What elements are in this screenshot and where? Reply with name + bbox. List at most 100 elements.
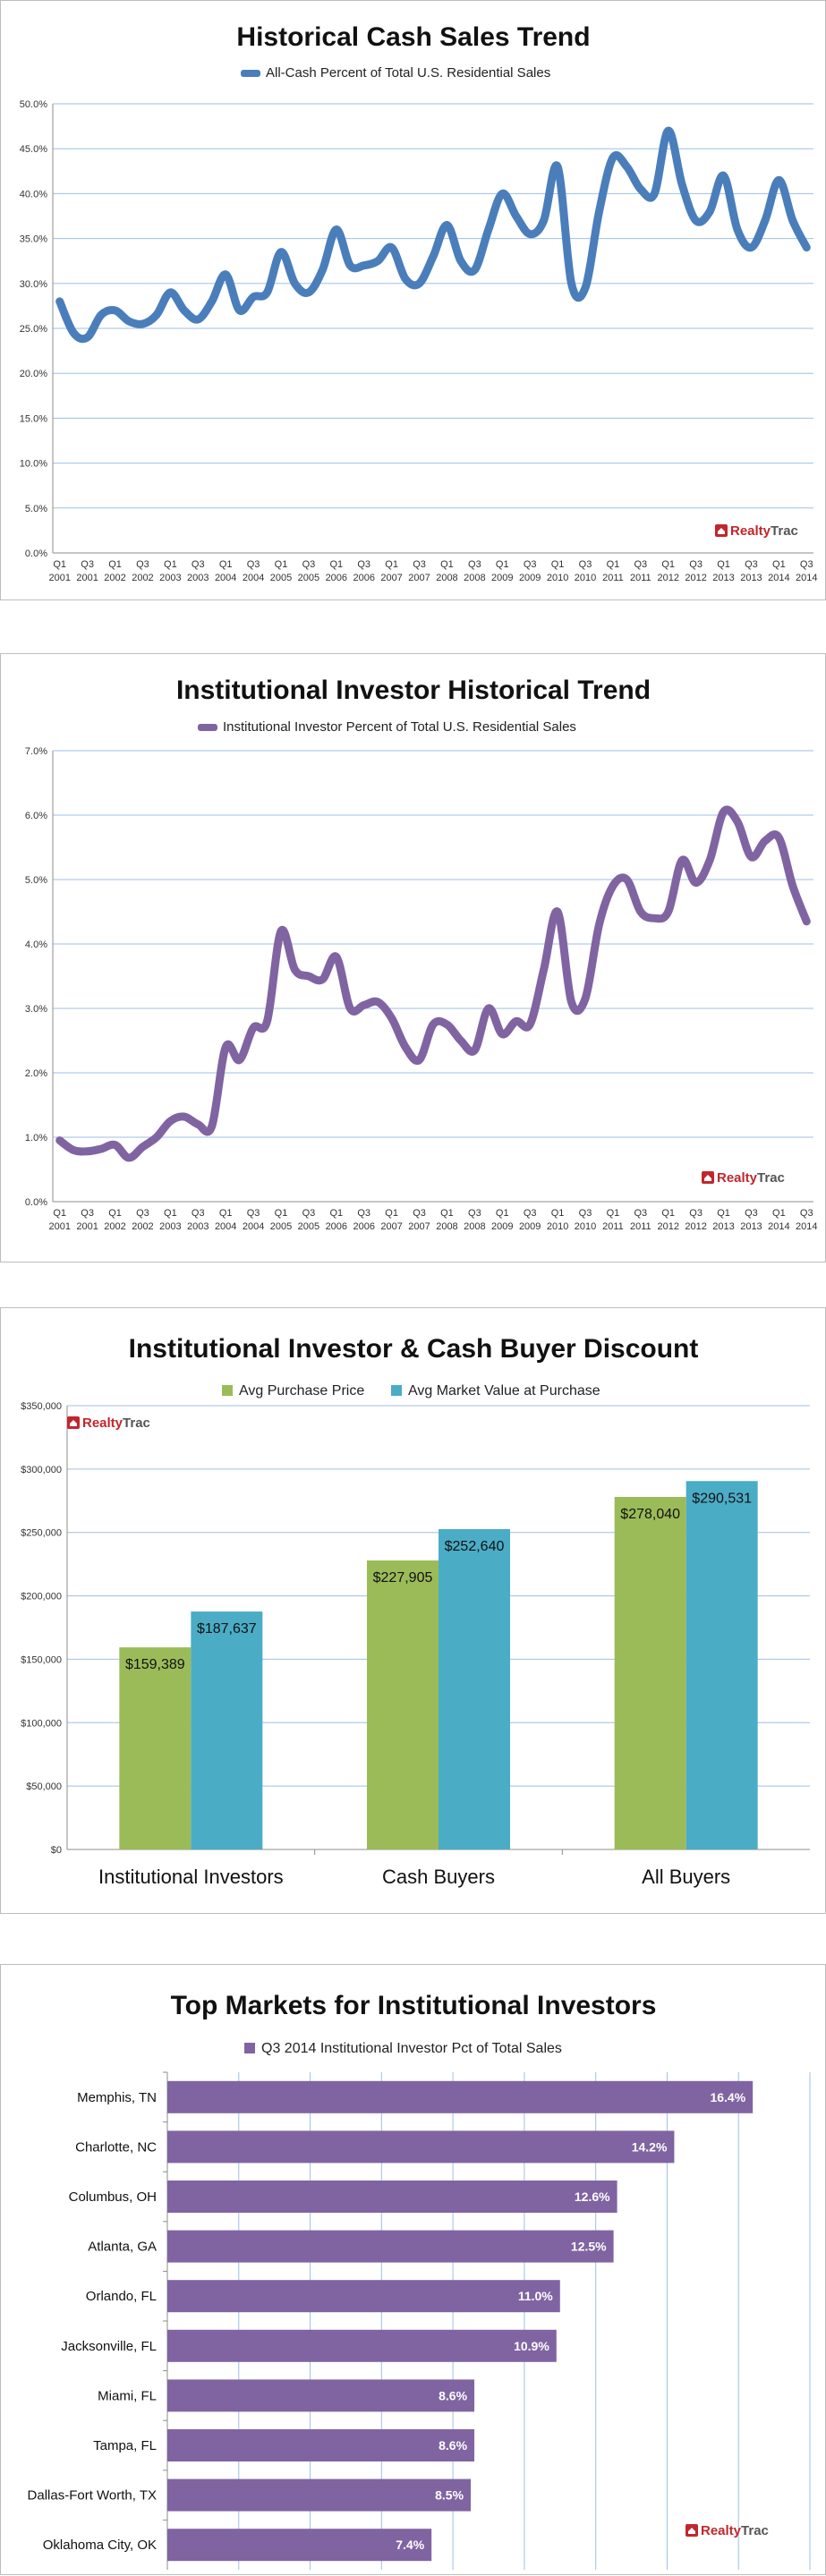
y-tick-label: 35.0%	[20, 234, 47, 245]
x-tick-label: Q1 2009	[491, 1208, 513, 1232]
bar-value-label: 10.9%	[514, 2339, 549, 2353]
y-tick-label: 30.0%	[20, 279, 47, 290]
x-tick-label: Q3 2012	[685, 559, 706, 583]
x-tick-label: Q3 2006	[353, 1208, 374, 1232]
bar	[119, 1647, 192, 1849]
bar	[167, 2379, 475, 2412]
house-shape	[704, 1175, 711, 1181]
x-tick-label: Q3 2008	[464, 559, 485, 583]
x-tick-label: Q1 2005	[270, 559, 292, 583]
x-tick-label: Q1 2008	[436, 559, 457, 583]
x-tick-label: Q1 2003	[159, 559, 181, 583]
legend-swatch	[244, 2043, 255, 2053]
x-tick-label: Q1 2007	[380, 559, 402, 583]
x-tick-label: Q1 2014	[768, 1208, 789, 1232]
y-tick-label: $150,000	[21, 1654, 62, 1665]
bar	[167, 2181, 617, 2213]
x-tick-label: Q3 2009	[519, 559, 541, 583]
bar	[167, 2529, 432, 2562]
category-label: Memphis, TN	[77, 2090, 157, 2105]
y-tick-label: 5.0%	[25, 875, 47, 886]
x-tick-label: Q3 2007	[408, 559, 430, 583]
y-tick-label: $100,000	[21, 1718, 62, 1729]
investor-trend-chart: Institutional Investor Historical Trend …	[25, 676, 818, 1232]
x-tick-label: Q3 2004	[243, 559, 264, 583]
realtytrac-logo: RealtyTrac	[685, 2523, 769, 2538]
x-tick-label: Q1 2013	[712, 559, 734, 583]
x-tick-label: Q3 2001	[76, 559, 98, 583]
x-tick-label: Q1 2008	[436, 1208, 457, 1232]
chart-title: Historical Cash Sales Trend	[236, 22, 590, 52]
category-label: Columbus, OH	[69, 2189, 157, 2205]
investor-trend-chart-panel: Institutional Investor Historical Trend …	[0, 653, 826, 1262]
series-line	[55, 805, 811, 1162]
logo-realty: Realty	[717, 1170, 758, 1186]
logo-text: RealtyTrac	[730, 523, 798, 539]
x-tick-label: Q1 2001	[48, 1208, 70, 1232]
bar	[167, 2080, 754, 2113]
x-tick-label: Q1 2012	[657, 1208, 678, 1232]
logo-trac: Trac	[741, 2523, 769, 2538]
bar	[439, 1528, 510, 1849]
y-tick-label: $50,000	[26, 1781, 62, 1792]
bar	[167, 2280, 560, 2313]
x-tick-label: Q1 2010	[547, 1208, 568, 1232]
x-tick-label: Q1 2006	[326, 1208, 347, 1232]
x-tick-label: Q3 2013	[740, 559, 762, 583]
discount-chart: Institutional Investor & Cash Buyer Disc…	[21, 1334, 810, 1888]
category-label: Tampa, FL	[93, 2438, 157, 2453]
bar-value-label: $227,905	[373, 1570, 433, 1586]
house-shape	[688, 2528, 695, 2534]
y-tick-label: 10.0%	[20, 459, 47, 470]
legend-swatch	[241, 70, 260, 77]
y-tick-label: 20.0%	[20, 369, 47, 379]
x-tick-label: Q3 2007	[408, 1208, 430, 1232]
bar-value-label: 11.0%	[518, 2289, 553, 2303]
logo-text: RealtyTrac	[717, 1170, 785, 1186]
x-tick-label: Q3 2010	[575, 1208, 596, 1232]
bar-value-label: 7.4%	[396, 2538, 424, 2552]
category-label: Dallas-Fort Worth, TX	[28, 2488, 157, 2504]
x-tick-label: Q1 2006	[326, 559, 347, 583]
x-tick-label: Q1 2011	[602, 1208, 624, 1232]
house-shape	[718, 528, 725, 534]
bar	[614, 1496, 686, 1849]
cash-sales-chart: Historical Cash Sales Trend All-Cash Per…	[20, 22, 818, 583]
x-tick-label: Q1 2013	[712, 1208, 734, 1232]
discount-chart-panel: Institutional Investor & Cash Buyer Disc…	[0, 1307, 826, 1914]
x-tick-label: Q1 2009	[491, 559, 513, 583]
bar	[167, 2230, 614, 2263]
x-tick-label: Q3 2002	[132, 559, 153, 583]
bar	[191, 1611, 263, 1849]
category-label: Cash Buyers	[382, 1866, 495, 1888]
category-label: Atlanta, GA	[88, 2240, 157, 2255]
bar	[167, 2329, 557, 2362]
logo-trac: Trac	[123, 1416, 150, 1431]
category-label: Jacksonville, FL	[61, 2339, 157, 2354]
bar	[167, 2478, 472, 2512]
logo-realty: Realty	[730, 523, 771, 539]
chart-title: Institutional Investor & Cash Buyer Disc…	[129, 1334, 699, 1364]
y-tick-label: $0	[51, 1845, 62, 1856]
chart-title: Top Markets for Institutional Investors	[171, 1991, 657, 2020]
bar	[167, 2429, 475, 2461]
x-tick-label: Q1 2004	[215, 559, 236, 583]
x-tick-label: Q3 2004	[243, 1208, 264, 1232]
y-tick-label: 25.0%	[20, 324, 47, 335]
y-tick-label: 4.0%	[25, 939, 47, 950]
house-shape	[70, 1420, 77, 1426]
logo-realty: Realty	[82, 1416, 123, 1431]
x-tick-label: Q3 2011	[630, 1208, 651, 1232]
legend-label: Avg Purchase Price	[239, 1383, 364, 1399]
category-label: Institutional Investors	[98, 1866, 284, 1888]
x-tick-label: Q3 2014	[796, 1208, 817, 1232]
y-tick-label: 2.0%	[25, 1068, 47, 1079]
bar-value-label: $159,389	[125, 1657, 185, 1672]
logo-trac: Trac	[757, 1170, 785, 1186]
y-tick-label: 15.0%	[20, 413, 47, 424]
bar-value-label: $278,040	[620, 1507, 680, 1522]
y-tick-label: $250,000	[21, 1528, 62, 1539]
realtytrac-logo: RealtyTrac	[702, 1170, 785, 1186]
bar-value-label: 8.6%	[439, 2438, 467, 2453]
bar-value-label: 12.6%	[575, 2189, 610, 2204]
